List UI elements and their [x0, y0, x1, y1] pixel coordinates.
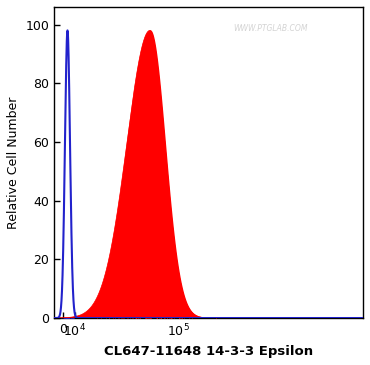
Text: WWW.PTGLAB.COM: WWW.PTGLAB.COM [233, 24, 308, 33]
Y-axis label: Relative Cell Number: Relative Cell Number [7, 96, 20, 229]
X-axis label: CL647-11648 14-3-3 Epsilon: CL647-11648 14-3-3 Epsilon [104, 345, 313, 358]
